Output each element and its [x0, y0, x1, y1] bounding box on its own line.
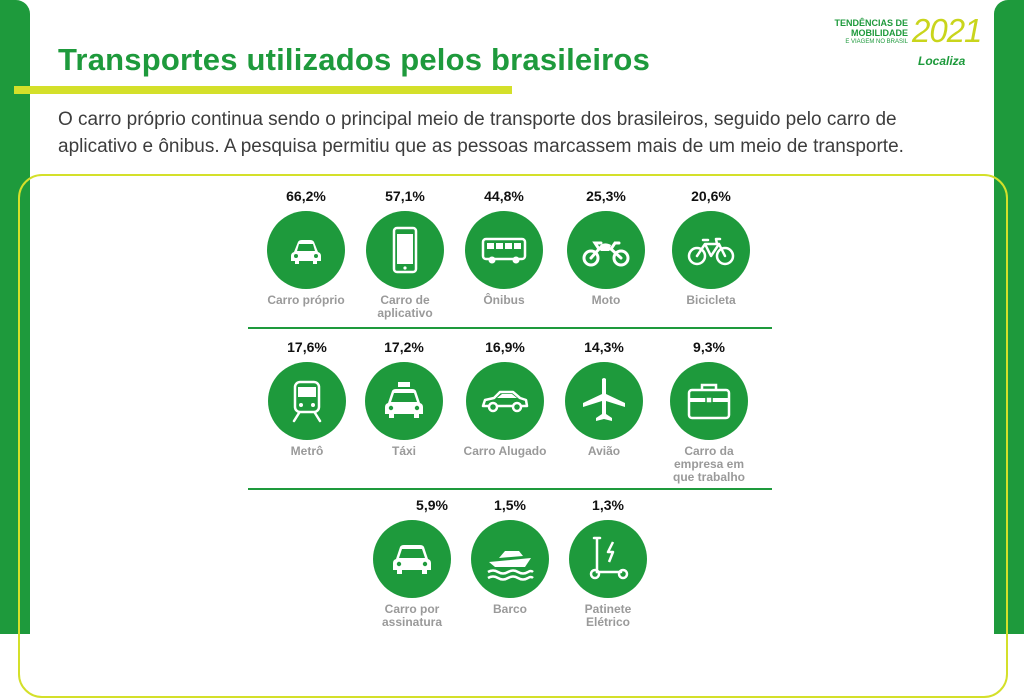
motorcycle-icon	[567, 211, 645, 289]
transport-label: Táxi	[391, 444, 416, 458]
transport-label: Metrô	[290, 444, 324, 458]
taxi-icon	[365, 362, 443, 440]
transport-label: Carro de aplicativo	[377, 293, 433, 320]
transport-item-aviao: 14,3% Avião	[534, 338, 674, 458]
transport-item-carro-empresa: 9,3% Carro da empresa em que trabalho	[639, 338, 779, 484]
transport-item-carro-alugado: 16,9% Carro Alugado	[435, 338, 575, 458]
percentage: 5,9%	[416, 497, 448, 513]
transport-item-carro-aplicativo: 57,1% Carro de aplicativo	[335, 187, 475, 320]
transport-item-patinete: 1,3% Patinete Elétrico	[538, 496, 678, 629]
logo-year: 2021	[912, 12, 982, 49]
transport-item-bicicleta: 20,6% Bicicleta	[641, 187, 781, 307]
title-underline	[14, 86, 512, 94]
transport-item-barco: 1,5% Barco	[440, 496, 580, 616]
row-divider-1	[248, 327, 772, 329]
intro-text: O carro próprio continua sendo o princip…	[58, 109, 904, 157]
logo-line-2: MOBILIDADE	[851, 28, 908, 38]
transport-label: Carro Alugado	[463, 444, 547, 458]
percentage: 20,6%	[691, 188, 731, 204]
transport-label: Carro próprio	[267, 293, 345, 307]
percentage: 25,3%	[586, 188, 626, 204]
logo-line-1: TENDÊNCIAS DE	[834, 18, 908, 28]
transport-label: Moto	[591, 293, 621, 307]
company-logo: Localiza	[918, 54, 966, 68]
transport-label: Carro por assinatura	[381, 602, 443, 629]
car-side-icon	[466, 362, 544, 440]
transport-item-metro: 17,6% Metrô	[237, 338, 377, 458]
transport-item-onibus: 44,8% Ônibus	[434, 187, 574, 307]
bus-icon	[465, 211, 543, 289]
right-accent-bar	[994, 0, 1024, 634]
car-front-icon	[267, 211, 345, 289]
airplane-icon	[565, 362, 643, 440]
percentage: 9,3%	[693, 339, 725, 355]
left-accent-bar	[0, 0, 30, 634]
transport-item-taxi: 17,2% Táxi	[334, 338, 474, 458]
transport-label: Bicicleta	[686, 293, 736, 307]
transport-item-moto: 25,3% Moto	[536, 187, 676, 307]
boat-icon	[471, 520, 549, 598]
transport-label: Ônibus	[483, 293, 525, 307]
percentage: 16,9%	[485, 339, 525, 355]
transport-label: Avião	[587, 444, 621, 458]
percentage: 1,5%	[494, 497, 526, 513]
percentage: 57,1%	[385, 188, 425, 204]
percentage: 66,2%	[286, 188, 326, 204]
percentage: 14,3%	[584, 339, 624, 355]
transport-item-carro-assinatura: 5,9% Carro por assinatura	[342, 496, 482, 629]
transport-item-carro-proprio: 66,2% Carro próprio	[236, 187, 376, 307]
percentage: 44,8%	[484, 188, 524, 204]
percentage: 1,3%	[592, 497, 624, 513]
logo-line-3: E VIAGEM NO BRASIL	[845, 39, 908, 45]
percentage: 17,2%	[384, 339, 424, 355]
scooter-icon	[569, 520, 647, 598]
row-divider-2	[248, 488, 772, 490]
transport-label: Patinete Elétrico	[584, 602, 632, 629]
transport-label: Carro da empresa em que trabalho	[672, 444, 745, 484]
train-icon	[268, 362, 346, 440]
transport-label: Barco	[492, 602, 527, 616]
briefcase-icon	[670, 362, 748, 440]
car-front-icon	[373, 520, 451, 598]
page-title: Transportes utilizados pelos brasileiros	[58, 42, 651, 77]
bicycle-icon	[672, 211, 750, 289]
report-logo: TENDÊNCIAS DE MOBILIDADE E VIAGEM NO BRA…	[826, 12, 986, 74]
smartphone-icon	[366, 211, 444, 289]
percentage: 17,6%	[287, 339, 327, 355]
